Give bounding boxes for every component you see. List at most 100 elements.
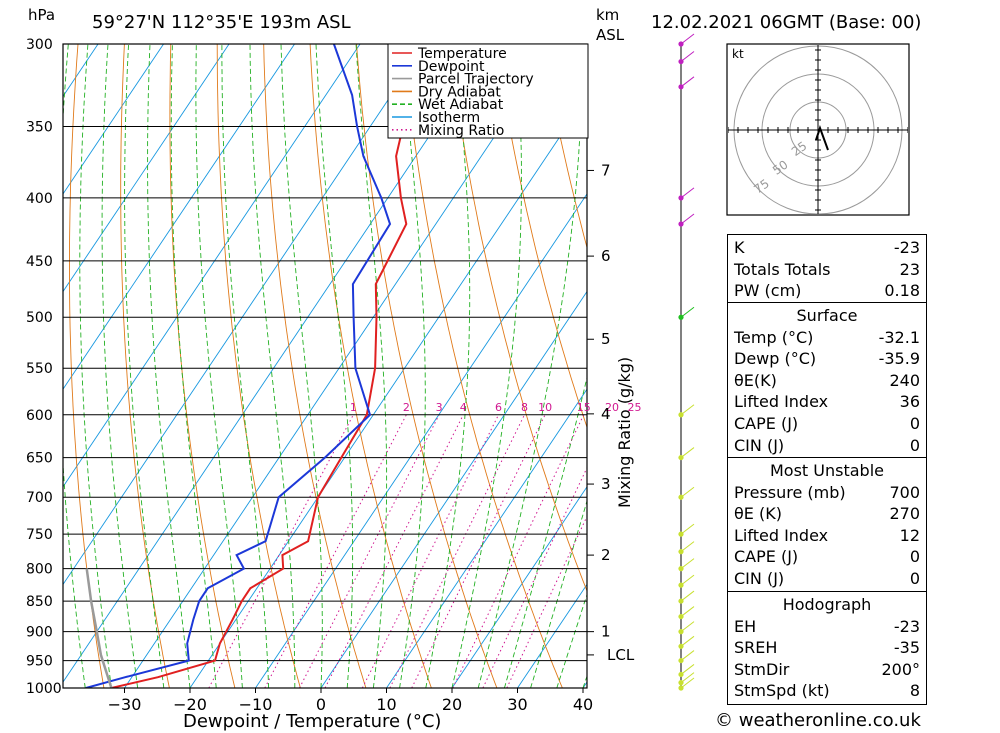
wet-adiabat-line: [315, 44, 354, 688]
mu-row: θE (K) 270: [734, 504, 920, 524]
legend-label: Parcel Trajectory: [418, 72, 534, 88]
axis-labels: 3003504004505005506006507007508008509009…: [26, 37, 593, 714]
surface-row: Dewp (°C) -35.9: [734, 349, 920, 369]
km-label: km: [596, 6, 619, 24]
mixing-ratio-line: [299, 414, 440, 688]
dry-adiabat-line: [960, 44, 1000, 688]
isotherm-line: [255, 193, 587, 688]
height-tick-label: 2: [601, 546, 611, 564]
dry-adiabat-line: [120, 44, 170, 688]
isotherm-line: [63, 44, 164, 195]
wind-barb: [680, 541, 695, 553]
mixing-ratio-line: [264, 414, 407, 688]
wind-barb: [680, 404, 695, 416]
wind-barb: [680, 677, 695, 689]
series-lines: [85, 44, 408, 688]
mixing-ratio-line: [452, 414, 585, 688]
pressure-tick-label: 450: [26, 254, 53, 270]
mixing-ratio-label: 15: [577, 401, 591, 414]
isotherm-line: [124, 44, 557, 688]
wind-barb: [680, 486, 695, 498]
hodo-row: StmDir 200°: [734, 659, 920, 679]
pressure-tick-label: 800: [26, 562, 53, 578]
wet-adiabat-line: [195, 44, 243, 688]
hodograph-unit: kt: [732, 47, 744, 61]
mixing-ratio-label: 2: [403, 401, 410, 414]
wind-barb: [680, 523, 695, 535]
surface-title: Surface: [796, 306, 858, 325]
wind-barb: [680, 187, 695, 199]
index-row: K -23: [734, 238, 920, 257]
pressure-tick-label: 750: [26, 527, 53, 543]
wind-barb: [680, 574, 695, 586]
legend-label: Dewpoint: [418, 59, 485, 75]
plot-frame: [62, 43, 588, 689]
wet-adiabat-line: [249, 44, 296, 688]
isotherm-line: [63, 44, 230, 293]
x-axis-title: Dewpoint / Temperature (°C): [183, 711, 441, 732]
wet-adiabat-line: [124, 44, 165, 688]
isotherm-line: [63, 44, 426, 586]
wind-barb: [680, 650, 695, 661]
lcl-label: LCL: [607, 646, 635, 664]
legend-label: Temperature: [417, 46, 507, 62]
pressure-tick-label: 1000: [26, 681, 62, 697]
dewpoint-line: [85, 44, 392, 688]
isotherm-line: [386, 388, 587, 688]
mixing-ratio-label: 6: [495, 401, 502, 414]
mixing-ratio-labels: 1 2 3 4 6 8 10 15 20 25: [350, 401, 642, 414]
wet-adiabat-line: [101, 44, 139, 688]
mixing-ratio-label: 8: [521, 401, 528, 414]
height-ticks: 7 6 5 4 3 2 1 LCL: [587, 161, 635, 664]
dry-adiabat-line: [402, 44, 563, 688]
mixing-ratio-label: 20: [605, 401, 619, 414]
pressure-tick-label: 350: [26, 119, 53, 135]
temp-tick-label: −30: [108, 695, 142, 714]
mixing-ratio-line: [482, 466, 587, 688]
dry-adiabat-line: [169, 44, 236, 688]
height-tick-label: 6: [601, 247, 611, 265]
index-row: PW (cm) 0.18: [734, 281, 920, 301]
pressure-tick-label: 650: [26, 451, 53, 467]
wind-barb: [680, 664, 695, 675]
asl-label: ASL: [596, 26, 625, 44]
mixing-ratio-label: 4: [460, 401, 467, 414]
hodograph-index-panel: Hodograph EH -23 SREH -35 StmDir 200° StmSp…: [727, 591, 927, 705]
wet-adiabat-line: [170, 44, 217, 688]
dry-adiabat-line: [495, 44, 587, 429]
wind-barb: [680, 306, 695, 318]
surface-panel: Surface Temp (°C) -32.1 Dewp (°C) -35.9 θE…: [727, 302, 927, 458]
wet-adiabat-line: [280, 44, 323, 688]
temp-tick-label: 40: [573, 695, 593, 714]
wet-adiabat-line: [477, 44, 583, 688]
datetime-title: 12.02.2021 06GMT (Base: 00): [651, 12, 921, 33]
mixing-ratio-label: 3: [436, 401, 443, 414]
legend-label: Mixing Ratio: [418, 123, 504, 139]
mu-row: CAPE (J) 0: [734, 547, 920, 567]
mu-row: CIN (J) 0: [734, 568, 920, 588]
wind-profile: [678, 33, 695, 691]
wind-barb: [680, 558, 695, 570]
pressure-tick-label: 900: [26, 625, 53, 641]
pressure-tick-label: 300: [26, 37, 53, 53]
legend-label: Dry Adiabat: [418, 84, 501, 100]
wet-adiabat-line: [399, 44, 426, 688]
pressure-grid: [63, 43, 587, 689]
height-tick-label: 5: [601, 330, 611, 348]
pressure-tick-label: 500: [26, 310, 53, 326]
mixing-ratio-label: 25: [627, 401, 641, 414]
wind-barb: [680, 33, 695, 45]
temp-tick-label: 0: [316, 695, 326, 714]
wind-barb: [680, 635, 695, 647]
wind-barb: [680, 590, 695, 602]
dry-adiabat-line: [448, 44, 587, 593]
wind-barb: [680, 606, 695, 617]
site-credit[interactable]: © weatheronline.co.uk: [715, 710, 921, 731]
temperature-line: [111, 44, 408, 688]
hodograph-trace: [815, 124, 829, 151]
hpa-unit-label: hPa: [28, 6, 55, 24]
wet-adiabat-line: [221, 44, 270, 688]
